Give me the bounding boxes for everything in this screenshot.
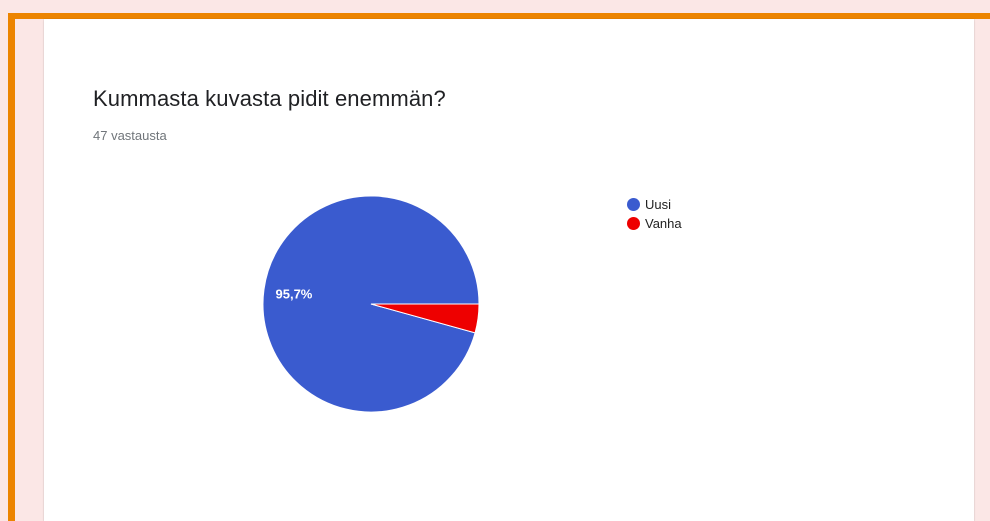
orange-frame-left — [8, 13, 15, 521]
legend-color-dot-icon — [627, 197, 640, 211]
response-count: 47 vastausta — [93, 128, 167, 143]
legend-color-dot-icon — [627, 216, 640, 230]
orange-frame-top — [8, 13, 990, 19]
question-title: Kummasta kuvasta pidit enemmän? — [93, 86, 446, 111]
pie-slice-vanha[interactable] — [370, 303, 480, 334]
pie-data-label: 95,7% — [276, 287, 313, 302]
question-card — [44, 19, 974, 521]
legend-label: Vanha — [645, 215, 682, 231]
legend-item-vanha[interactable]: Vanha — [627, 214, 682, 232]
legend-item-uusi[interactable]: Uusi — [627, 195, 682, 213]
legend-label: Uusi — [645, 196, 672, 212]
chart-legend: Uusi Vanha — [627, 195, 682, 233]
